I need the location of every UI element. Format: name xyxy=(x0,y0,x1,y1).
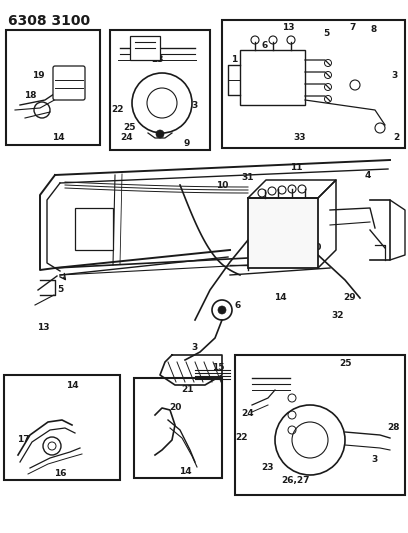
Bar xyxy=(134,378,222,478)
Bar xyxy=(235,355,405,495)
Text: 30: 30 xyxy=(310,243,322,252)
Text: 5: 5 xyxy=(57,286,63,295)
Text: 2: 2 xyxy=(393,133,399,142)
Text: 24: 24 xyxy=(121,133,133,142)
Text: 23: 23 xyxy=(262,463,274,472)
Bar xyxy=(6,30,100,145)
Text: 28: 28 xyxy=(387,424,399,432)
Text: 13: 13 xyxy=(37,324,49,333)
Text: 33: 33 xyxy=(294,133,306,142)
Text: 6308 3100: 6308 3100 xyxy=(8,14,90,28)
Text: 25: 25 xyxy=(124,124,136,133)
Text: 3: 3 xyxy=(372,456,378,464)
Circle shape xyxy=(156,130,164,138)
Bar xyxy=(222,20,405,148)
Bar xyxy=(75,208,113,250)
Text: 22: 22 xyxy=(236,433,248,442)
Text: 3: 3 xyxy=(392,70,398,79)
Text: 25: 25 xyxy=(339,359,351,367)
Text: 4: 4 xyxy=(365,171,371,180)
Text: 7: 7 xyxy=(350,23,356,33)
Text: 18: 18 xyxy=(24,91,36,100)
Text: 16: 16 xyxy=(54,469,66,478)
Bar xyxy=(130,36,160,60)
Text: 6: 6 xyxy=(262,41,268,50)
Text: 23: 23 xyxy=(152,55,164,64)
Text: 31: 31 xyxy=(242,173,254,182)
Text: 1: 1 xyxy=(231,55,237,64)
Text: 3: 3 xyxy=(192,101,198,109)
Bar xyxy=(248,198,318,268)
Text: 21: 21 xyxy=(182,385,194,394)
Bar xyxy=(240,50,305,105)
Text: 3: 3 xyxy=(192,343,198,352)
Text: 14: 14 xyxy=(52,133,64,142)
Text: 20: 20 xyxy=(169,402,181,411)
FancyBboxPatch shape xyxy=(53,66,85,100)
Text: 22: 22 xyxy=(111,106,123,115)
Text: 15: 15 xyxy=(212,364,224,373)
Text: 8: 8 xyxy=(371,26,377,35)
Text: 17: 17 xyxy=(17,435,29,445)
Text: 6: 6 xyxy=(235,301,241,310)
Text: 26,27: 26,27 xyxy=(282,475,310,484)
Text: 14: 14 xyxy=(66,381,78,390)
Text: 9: 9 xyxy=(184,139,190,148)
Text: 29: 29 xyxy=(344,294,356,303)
Circle shape xyxy=(218,306,226,314)
Text: 32: 32 xyxy=(332,311,344,319)
Text: 19: 19 xyxy=(32,70,44,79)
Text: 11,12: 11,12 xyxy=(258,261,286,270)
Bar xyxy=(110,30,210,150)
Text: 14: 14 xyxy=(274,294,286,303)
Text: 10: 10 xyxy=(216,181,228,190)
Text: 11: 11 xyxy=(290,164,302,173)
Text: 13: 13 xyxy=(282,23,294,33)
Text: 14: 14 xyxy=(179,467,191,477)
Text: 5: 5 xyxy=(323,28,329,37)
Bar xyxy=(4,375,120,480)
Text: 24: 24 xyxy=(242,408,254,417)
